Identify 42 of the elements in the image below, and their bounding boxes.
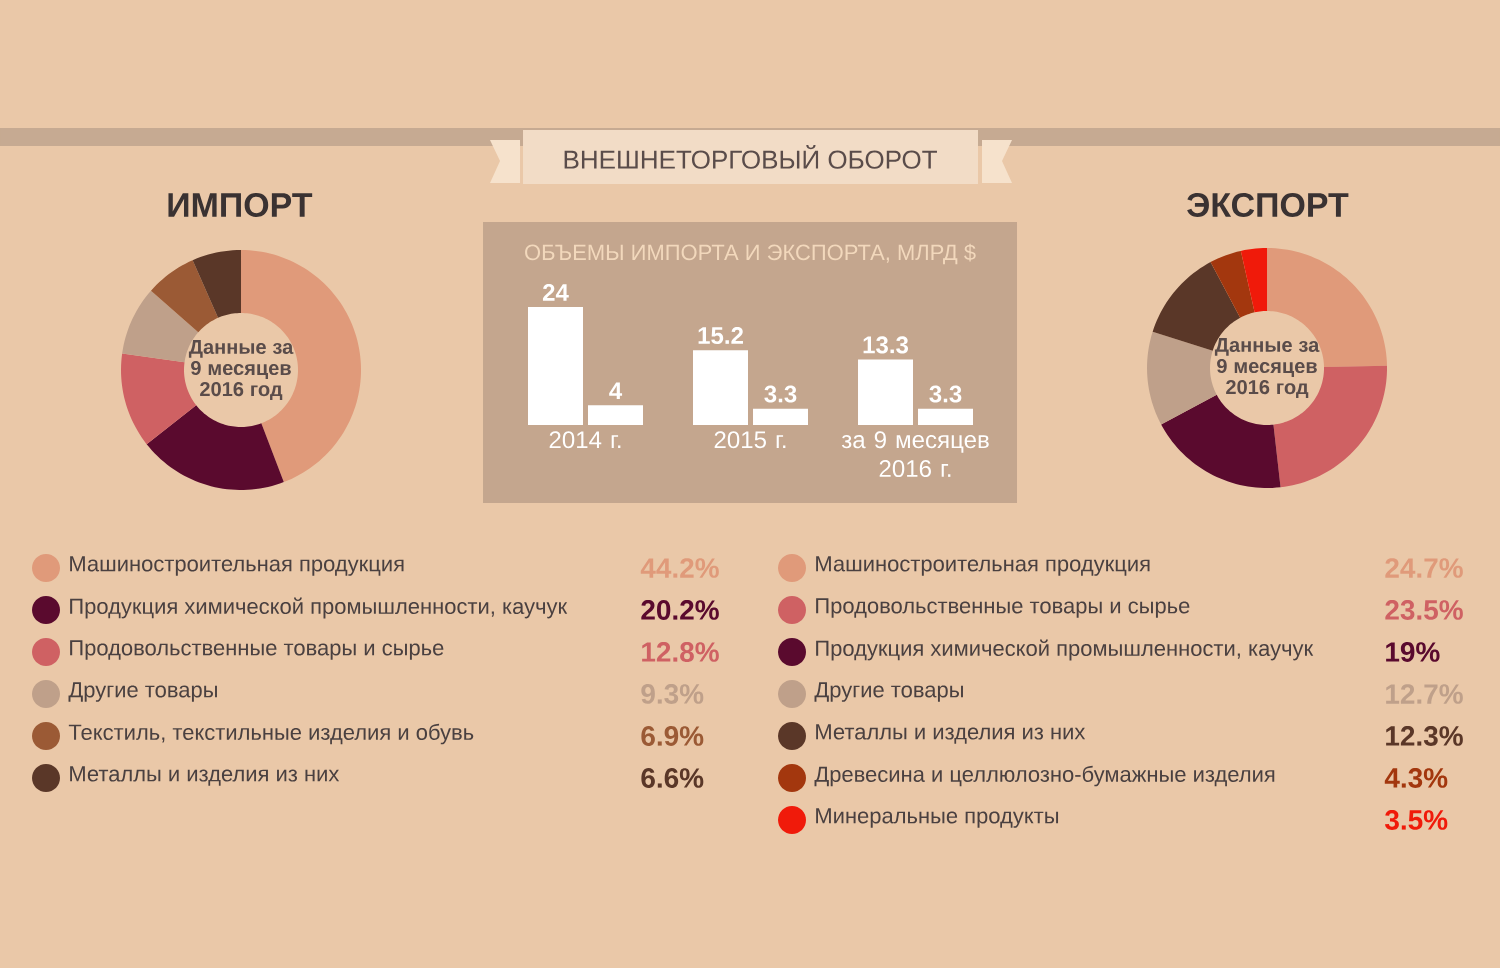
chart-title: ЭКСПОРТ — [1187, 192, 1349, 217]
legend-label: Машиностроительная продукция — [70, 556, 404, 576]
data-label: 4.3% — [1384, 768, 1448, 788]
data-label: 24 — [542, 283, 569, 301]
data-label: 12.3% — [1386, 726, 1463, 746]
data-label: 3.3 — [764, 385, 797, 403]
data-label: 13.3 — [863, 336, 909, 354]
data-label: 4 — [609, 382, 623, 400]
legend-label: Продукция химической промышленности, каучук — [816, 639, 1314, 661]
data-label: 3.3 — [929, 385, 962, 403]
bar — [528, 307, 584, 425]
legend-label: Продовольственные товары и сырье — [70, 640, 444, 660]
bar — [588, 405, 644, 425]
legend-label: Текстиль, текстильные изделия и обувь — [68, 723, 474, 745]
data-label: 19% — [1386, 642, 1440, 662]
data-label: 15.2 — [698, 327, 743, 345]
legend-label: Минеральные продукты — [816, 808, 1059, 828]
legend-label: Другие товары — [68, 682, 217, 702]
x-tick-label: за 9 месяцев 2016 г. — [841, 431, 989, 478]
bar — [858, 359, 914, 425]
x-tick-label: 2015 г. — [714, 431, 786, 449]
bar — [918, 408, 974, 425]
bar — [753, 408, 809, 425]
bar — [693, 350, 749, 425]
legend-label: Металлы и изделия из них — [816, 724, 1086, 744]
legend-label: Металлы и изделия из них — [70, 766, 340, 786]
legend-label: Продовольственные товары и сырье — [816, 598, 1190, 618]
text: Данные за 9 месяцев 2016 год — [188, 340, 294, 400]
data-label: 6.9% — [641, 726, 704, 746]
data-label: 23.5% — [1385, 600, 1463, 620]
legend-label: Другие товары — [814, 682, 963, 702]
data-label: 12.8% — [642, 642, 719, 662]
text: ВНЕШНЕТОРГОВЫЙ ОБОРОТ — [564, 145, 937, 169]
data-label: 6.6% — [641, 768, 704, 788]
chart-title: ИМПОРТ — [168, 192, 313, 217]
text: Данные за 9 месяцев 2016 год — [1214, 338, 1320, 398]
legend-label: Древесина и целлюлозно-бумажные изделия — [814, 765, 1275, 787]
data-label: 20.2% — [641, 600, 719, 620]
legend-label: Продукция химической промышленности, каучук — [70, 597, 568, 619]
x-tick-label: 2014 г. — [549, 431, 621, 449]
data-label: 3.5% — [1385, 810, 1448, 830]
legend-label: Машиностроительная продукция — [816, 556, 1150, 576]
